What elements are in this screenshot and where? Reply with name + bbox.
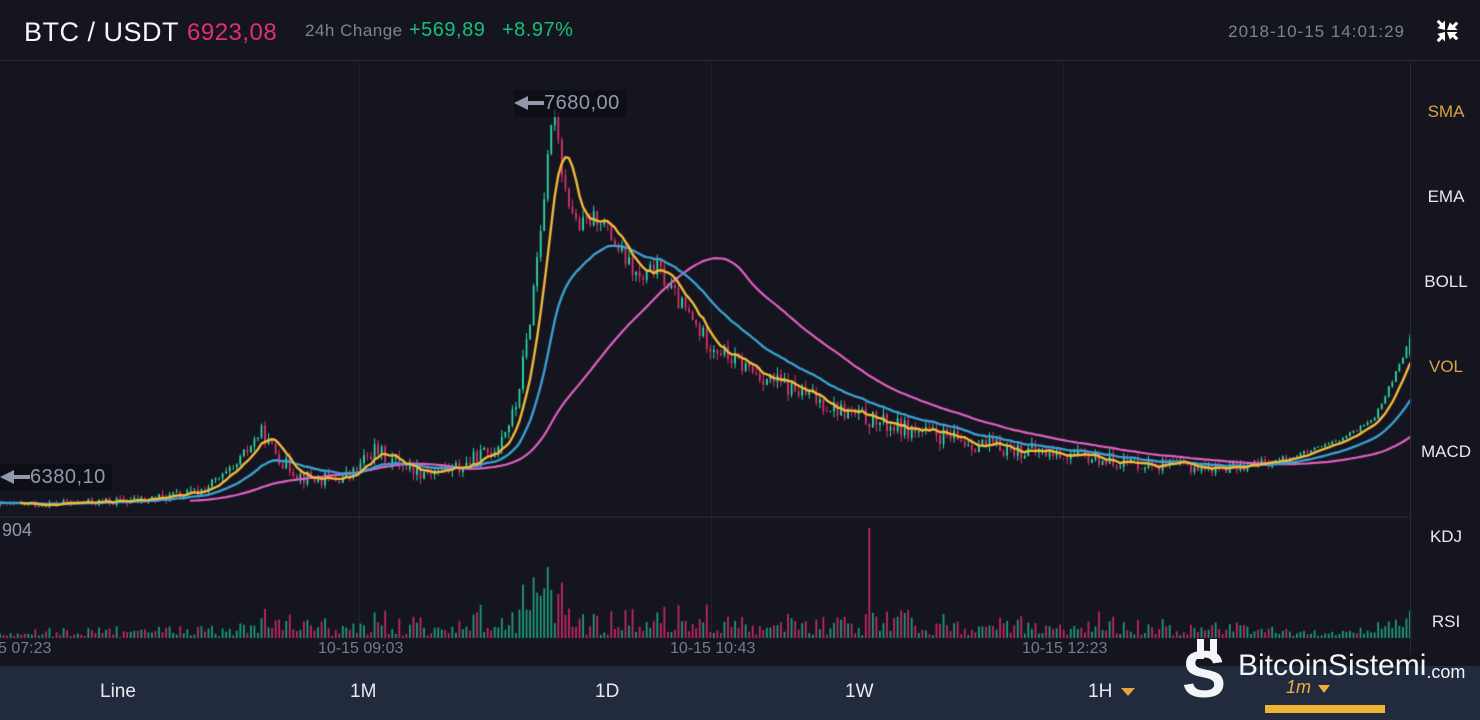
svg-text:S: S <box>1182 639 1226 709</box>
